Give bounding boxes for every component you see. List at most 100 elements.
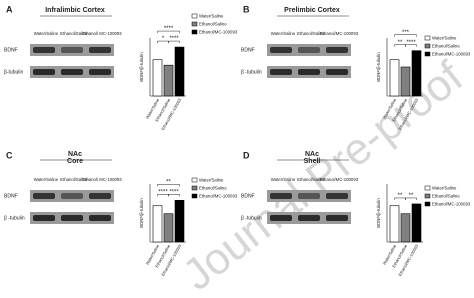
blot-label: BDNF bbox=[4, 47, 18, 53]
lane-label: Ethanol/Saline bbox=[60, 31, 88, 36]
significance-label: * bbox=[162, 36, 165, 42]
legend-label: Ethanol/Saline bbox=[199, 21, 227, 26]
blot-label: β -tubulin bbox=[241, 215, 262, 221]
bar bbox=[411, 50, 422, 97]
significance-bracket bbox=[405, 197, 417, 200]
blot-band bbox=[89, 47, 111, 53]
blot-band bbox=[61, 47, 83, 53]
legend-label: Water/Saline bbox=[199, 177, 224, 182]
panel-title: Infralimbic Cortex bbox=[45, 7, 105, 14]
legend-swatch bbox=[424, 51, 431, 57]
legend-swatch bbox=[424, 185, 431, 191]
panel-letter: C bbox=[6, 150, 13, 160]
legend-label: Water/Saline bbox=[432, 35, 457, 40]
blot-band bbox=[61, 215, 83, 221]
blot-band bbox=[270, 215, 292, 221]
blot-label: β -tubulin bbox=[4, 215, 25, 221]
blot-label: BDNF bbox=[241, 47, 255, 53]
y-axis-label: BDNF/β-tubulin bbox=[376, 198, 381, 228]
y-axis-label: BDNF/β-tubulin bbox=[139, 52, 144, 82]
blot-band bbox=[270, 69, 292, 75]
significance-label: ** bbox=[166, 179, 171, 185]
bar bbox=[174, 46, 185, 97]
significance-bracket bbox=[157, 184, 180, 187]
significance-label: **** bbox=[158, 189, 168, 195]
legend-swatch bbox=[191, 193, 198, 199]
legend-label: Ethanol/Saline bbox=[432, 193, 460, 198]
blot-band bbox=[326, 215, 348, 221]
legend-label: Ethanol/Saline bbox=[199, 185, 227, 190]
y-axis-label: BDNF/β-tubulin bbox=[376, 52, 381, 82]
legend-swatch bbox=[424, 201, 431, 207]
blot-label: BDNF bbox=[4, 193, 18, 199]
legend-label: Water/Saline bbox=[199, 13, 224, 18]
blot-band bbox=[326, 69, 348, 75]
legend-swatch bbox=[191, 29, 198, 35]
panel-title: NAc Shell bbox=[304, 151, 321, 165]
lane-label: Water/Saline bbox=[271, 31, 296, 36]
significance-label: **** bbox=[164, 26, 174, 32]
blot-band bbox=[33, 47, 55, 53]
bar bbox=[152, 205, 163, 243]
significance-label: ** bbox=[409, 193, 414, 199]
significance-label: ** bbox=[398, 40, 403, 46]
bar bbox=[389, 205, 400, 243]
legend-swatch bbox=[191, 177, 198, 183]
legend-swatch bbox=[191, 21, 198, 27]
lane-label: Ethanol/Saline bbox=[297, 177, 325, 182]
lane-label: Ethanol/Saline bbox=[60, 177, 88, 182]
legend-swatch bbox=[424, 43, 431, 49]
blot-band bbox=[89, 193, 111, 199]
blot-band bbox=[326, 47, 348, 53]
significance-bracket bbox=[157, 30, 180, 34]
blot-band bbox=[61, 69, 83, 75]
panel-letter: A bbox=[6, 4, 13, 14]
significance-label: **** bbox=[169, 189, 179, 195]
legend-swatch bbox=[424, 193, 431, 199]
blot-band bbox=[326, 193, 348, 199]
bar bbox=[400, 213, 411, 243]
legend-label: Ethanol/MC-100093 bbox=[432, 51, 471, 56]
bar bbox=[411, 203, 422, 243]
lane-label: Water/Saline bbox=[34, 31, 59, 36]
blot-band bbox=[270, 47, 292, 53]
bar bbox=[389, 59, 400, 97]
blot-label: β -tubulin bbox=[241, 69, 262, 75]
blot-band bbox=[270, 193, 292, 199]
bar bbox=[152, 59, 163, 97]
significance-bracket bbox=[168, 40, 180, 44]
legend-label: Water/Saline bbox=[432, 185, 457, 190]
bar bbox=[400, 66, 411, 97]
lane-label: Ethanol/ MC-100093 bbox=[82, 177, 122, 182]
blot-band bbox=[89, 69, 111, 75]
legend-swatch bbox=[424, 35, 431, 41]
bar bbox=[174, 200, 185, 243]
lane-label: Water/Saline bbox=[271, 177, 296, 182]
panel-letter: B bbox=[243, 4, 250, 14]
legend-swatch bbox=[191, 13, 198, 19]
blot-band bbox=[33, 69, 55, 75]
blot-band bbox=[89, 215, 111, 221]
bar bbox=[163, 64, 174, 97]
blot-band bbox=[298, 193, 320, 199]
significance-label: **** bbox=[406, 40, 416, 46]
blot-band bbox=[298, 69, 320, 75]
significance-label: *** bbox=[402, 30, 410, 36]
panel-title: Prelimbic Cortex bbox=[284, 7, 340, 14]
legend-swatch bbox=[191, 185, 198, 191]
legend-label: Ethanol/Saline bbox=[432, 43, 460, 48]
lane-label: Ethanol/MC-100093 bbox=[320, 31, 359, 36]
significance-bracket bbox=[394, 34, 417, 37]
blot-band bbox=[298, 215, 320, 221]
significance-label: ** bbox=[398, 193, 403, 199]
legend-label: Ethanol/MC-100093 bbox=[199, 193, 238, 198]
blot-label: β-tubulin bbox=[4, 69, 23, 75]
y-axis-label: BDNF/β-tubulin bbox=[139, 198, 144, 228]
lane-label: Water/Saline bbox=[34, 177, 59, 182]
lane-label: Ethanol/Saline bbox=[297, 31, 325, 36]
significance-label: **** bbox=[169, 36, 179, 42]
significance-bracket bbox=[405, 44, 417, 47]
